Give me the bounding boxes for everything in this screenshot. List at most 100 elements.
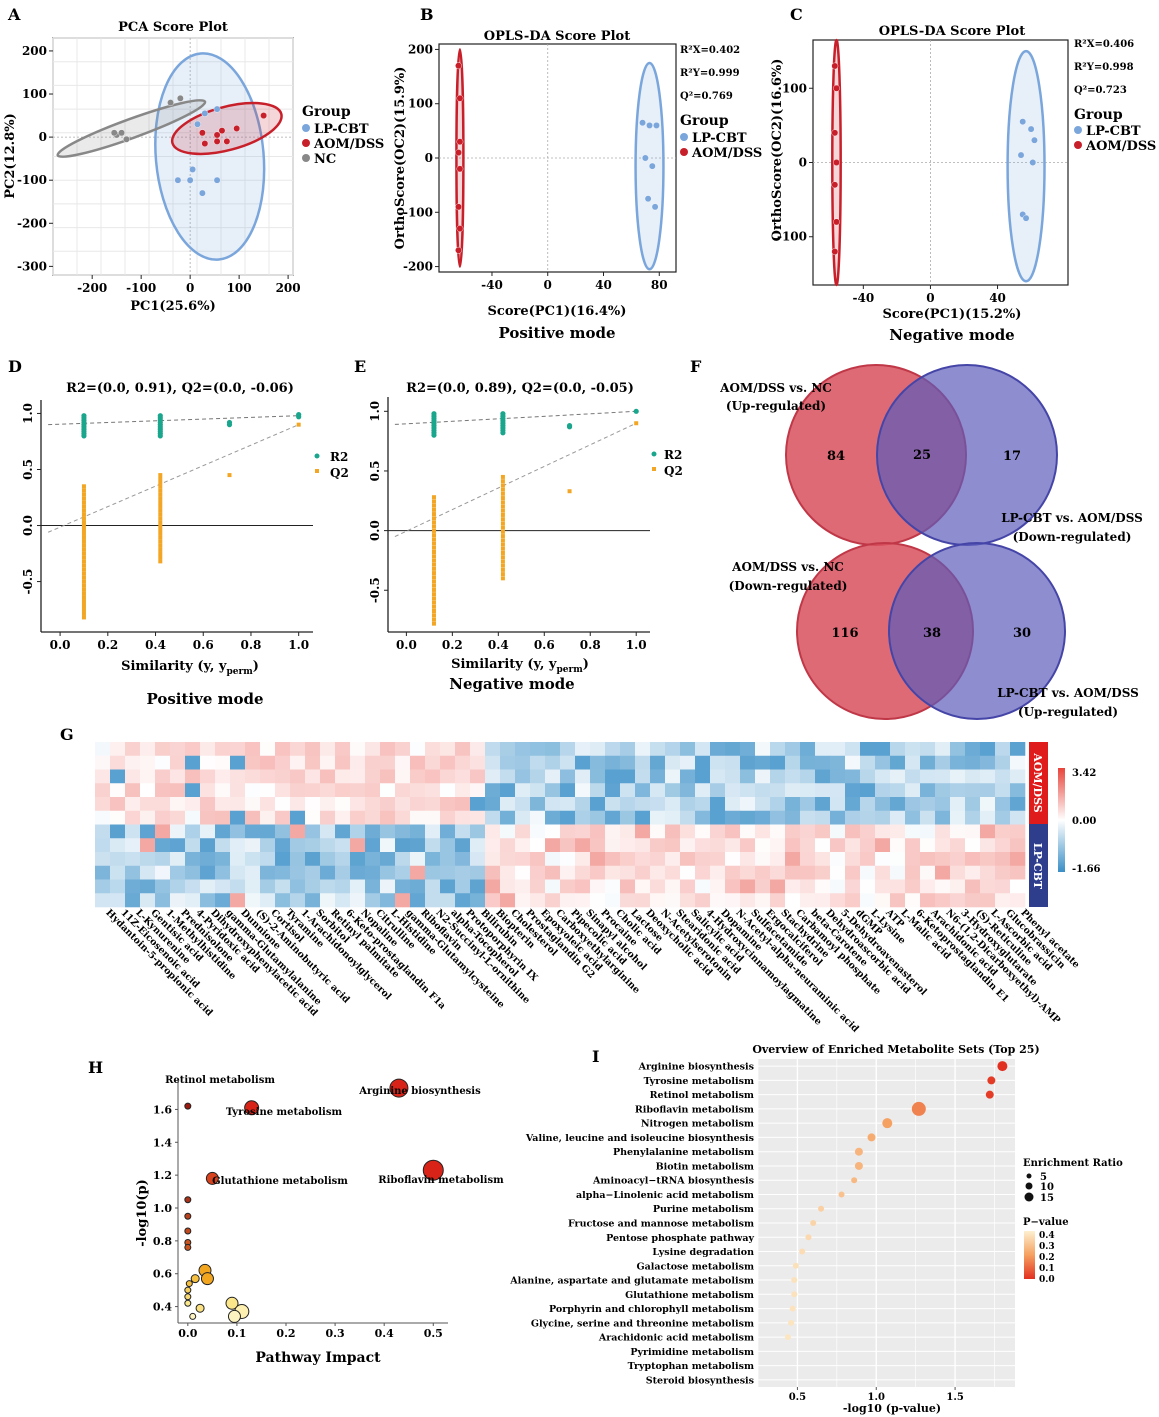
q2-point: [431, 609, 436, 614]
q2-point: [81, 567, 86, 572]
pathway-bubble: [195, 1303, 205, 1313]
heatmap-cell: [665, 879, 681, 894]
legend-aom-marker: [680, 148, 688, 156]
heatmap-cell: [440, 865, 456, 880]
heatmap-cell: [245, 755, 261, 770]
heatmap-cell: [920, 783, 936, 798]
heatmap-cell: [770, 865, 786, 880]
category-label: Fructose and mannose metabolism: [568, 1219, 754, 1230]
heatmap-cell: [620, 879, 636, 894]
panel-f-venn: AOM/DSS vs. NC (Up-regulated) LP-CBT vs.…: [719, 364, 1143, 720]
r2-point: [633, 408, 639, 414]
heatmap-cell: [830, 865, 846, 880]
heatmap-cell: [320, 742, 336, 757]
heatmap-cell: [950, 755, 966, 770]
legend-lpcbt-marker: [302, 124, 310, 132]
heatmap-cell: [740, 838, 756, 853]
legend-lpcbt: LP-CBT: [692, 131, 747, 146]
heatmap-cell: [500, 838, 516, 853]
heatmap-cell: [200, 742, 216, 757]
heatmap-cell: [755, 769, 771, 784]
heatmap-cell: [620, 783, 636, 798]
enrichment-dot: [985, 1090, 994, 1099]
x-tick-label: 0.2: [442, 638, 463, 652]
q2-point: [500, 563, 505, 568]
heatmap-cell: [800, 893, 816, 908]
heatmap-cell: [305, 893, 321, 908]
heatmap-cell: [290, 893, 306, 908]
q2-point: [431, 579, 436, 584]
heatmap-cell: [950, 797, 966, 812]
venn2-right-label: LP-CBT vs. AOM/DSS: [997, 686, 1139, 700]
y-tick-label: -100: [777, 230, 807, 244]
heatmap-cell: [365, 797, 381, 812]
heatmap-cell: [995, 852, 1011, 867]
heatmap-cell: [920, 824, 936, 839]
pathway-x-label: Pathway Impact: [255, 1350, 381, 1366]
heatmap-cell: [380, 838, 396, 853]
q2-point: [158, 551, 163, 556]
heatmap-cell: [215, 810, 231, 825]
heatmap-cell: [785, 755, 801, 770]
heatmap-cell: [785, 742, 801, 757]
enrichment-dot: [854, 1147, 863, 1156]
heatmap-cell: [875, 893, 891, 908]
q2-point: [431, 516, 436, 521]
heatmap-cell: [380, 783, 396, 798]
heatmap-cell: [995, 755, 1011, 770]
legend-p-01: 0.1: [1039, 1264, 1055, 1274]
x-tick-label: 40: [989, 291, 1006, 305]
data-point-aomdss: [831, 129, 839, 137]
heatmap-cell: [920, 769, 936, 784]
heatmap-cell: [185, 865, 201, 880]
panel-letter-b: B: [420, 5, 434, 24]
data-point-nc: [167, 99, 174, 107]
heatmap-cell: [830, 879, 846, 894]
heatmap-cell: [770, 838, 786, 853]
heatmap-cell: [125, 742, 141, 757]
x-tick-label: 0.2: [276, 1327, 295, 1340]
x-tick-label: 0.6: [534, 638, 555, 652]
q2-point: [500, 546, 505, 551]
heatmap-cell: [500, 893, 516, 908]
data-point-aomdss: [456, 165, 464, 173]
q2-point: [158, 539, 163, 544]
heatmap-cell: [425, 865, 441, 880]
heatmap-cell: [725, 865, 741, 880]
heatmap-cell: [785, 838, 801, 853]
heatmap-cell: [500, 824, 516, 839]
data-point-aomdss: [831, 248, 839, 255]
heatmap-cell: [500, 742, 516, 757]
heatmap-cell: [785, 810, 801, 825]
heatmap-cell: [605, 755, 621, 770]
data-point-aomdss: [833, 159, 840, 166]
heatmap-cell: [965, 769, 981, 784]
y-tick-label: 100: [408, 97, 433, 111]
heatmap-cell: [770, 824, 786, 839]
heatmap-cell: [470, 755, 486, 770]
heatmap-cell: [350, 755, 366, 770]
heatmap-cell: [260, 852, 276, 867]
heatmap-cell: [380, 852, 396, 867]
heatmap-cell: [905, 783, 921, 798]
oplsda-neg-q2: Q²=0.723: [1074, 85, 1127, 96]
q2-point: [158, 496, 163, 501]
q2-point: [158, 488, 163, 493]
heatmap-cell: [455, 838, 471, 853]
heatmap-cell: [845, 810, 861, 825]
heatmap-cell: [590, 879, 606, 894]
q2-point: [81, 488, 86, 493]
category-label: Galactose metabolism: [637, 1261, 754, 1272]
oplsda-pos-r2y: R²Y=0.999: [680, 68, 740, 79]
heatmap-cell: [665, 865, 681, 880]
heatmap-cell: [725, 742, 741, 757]
heatmap-cell: [455, 865, 471, 880]
enrichment-dot: [810, 1220, 817, 1226]
heatmap-cell: [470, 865, 486, 880]
x-tick-label: 100: [227, 281, 252, 295]
heatmap-cell: [1010, 797, 1026, 812]
y-tick-label: 0.8: [153, 1235, 172, 1248]
heatmap-cell: [95, 742, 111, 757]
heatmap-cell: [680, 838, 696, 853]
legend-lpcbt: LP-CBT: [314, 122, 369, 137]
